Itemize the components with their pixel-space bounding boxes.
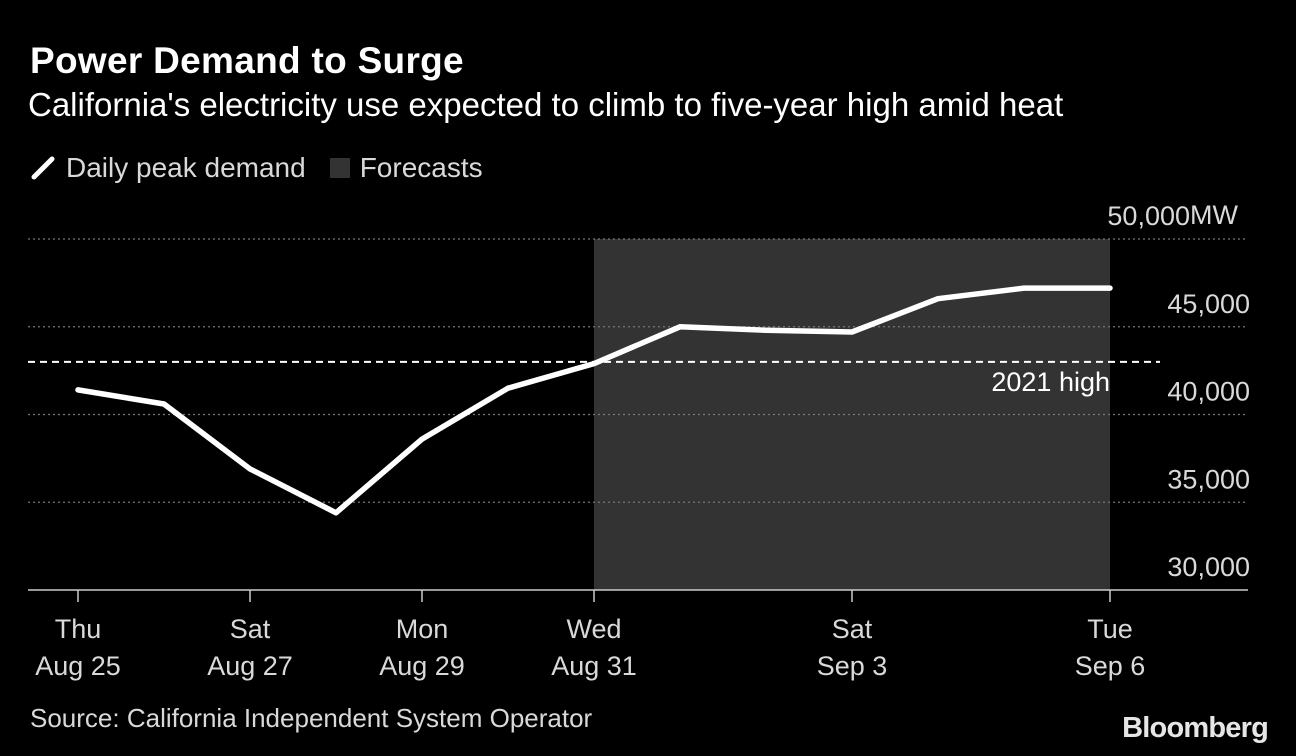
data-point <box>505 385 511 391</box>
data-point <box>1107 285 1113 291</box>
y-tick-label: 40,000 <box>1167 377 1250 407</box>
bloomberg-logo: Bloomberg <box>1122 712 1269 744</box>
data-point <box>763 327 769 333</box>
x-tick-day: Mon <box>396 614 449 644</box>
y-tick-label: 30,000 <box>1167 552 1250 582</box>
x-tick-day: Sat <box>230 614 271 644</box>
chart-title: Power Demand to Surge <box>30 40 464 81</box>
data-point <box>1021 285 1027 291</box>
y-tick-label: 35,000 <box>1167 464 1250 494</box>
forecast-swatch-icon <box>329 158 350 178</box>
x-tick-date: Sep 3 <box>817 651 888 681</box>
legend-label-demand: Daily peak demand <box>66 152 306 183</box>
data-point <box>935 296 941 302</box>
x-tick-day: Sat <box>832 614 873 644</box>
data-point <box>333 510 339 516</box>
x-tick-day: Tue <box>1087 614 1133 644</box>
legend-item-demand: Daily peak demand <box>30 152 306 184</box>
chart-plot: 30,000 35,000 40,000 45,000 50,000 MW Thu Aug 2… <box>28 200 1250 681</box>
x-tick-date: Aug 31 <box>551 651 637 681</box>
line-swatch-icon <box>31 156 55 180</box>
y-tick-label: 50,000 <box>1107 201 1190 231</box>
data-point <box>419 436 425 442</box>
x-tick-day: Wed <box>566 614 621 644</box>
chart-subtitle: California's electricity use expected to… <box>28 86 1064 123</box>
legend: Daily peak demand Forecasts <box>30 150 507 186</box>
x-tick-date: Aug 29 <box>379 651 465 681</box>
data-point <box>849 329 855 335</box>
data-point <box>677 324 683 330</box>
data-point <box>591 361 597 367</box>
legend-item-forecasts: Forecasts <box>329 152 483 184</box>
x-tick-day: Thu <box>55 614 102 644</box>
x-tick-date: Aug 25 <box>35 651 121 681</box>
y-tick-label: 45,000 <box>1167 289 1250 319</box>
data-point <box>247 466 253 472</box>
data-point <box>75 387 81 393</box>
x-tick-date: Aug 27 <box>207 651 293 681</box>
source-note: Source: California Independent System Op… <box>30 703 593 733</box>
forecast-region <box>594 239 1110 590</box>
legend-label-forecasts: Forecasts <box>359 152 483 183</box>
data-point <box>161 401 167 407</box>
reference-line-label: 2021 high <box>991 367 1110 397</box>
y-unit-label: MW <box>1190 200 1238 230</box>
x-tick-date: Sep 6 <box>1075 651 1146 681</box>
